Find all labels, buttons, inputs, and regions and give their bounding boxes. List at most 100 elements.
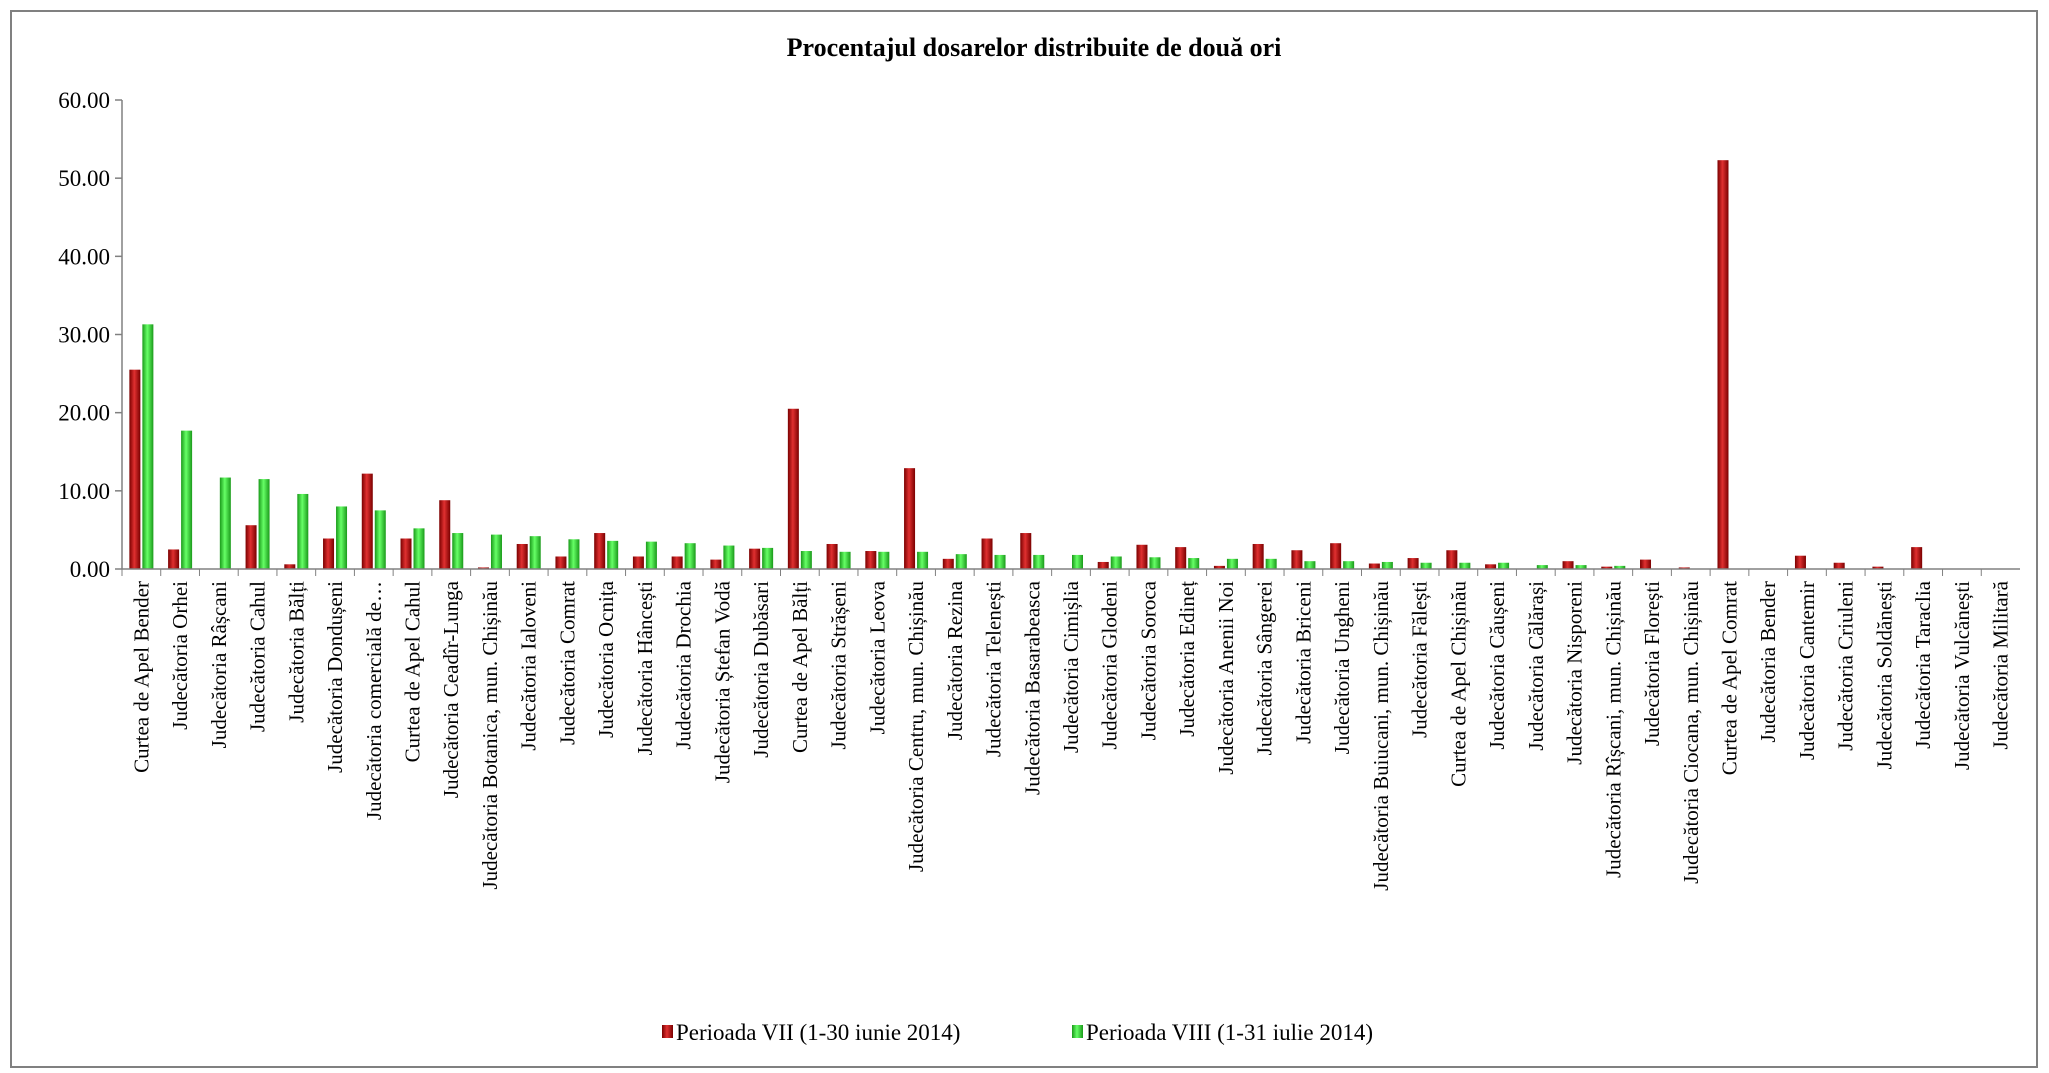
bar-viii — [181, 430, 193, 569]
bar-vii — [439, 500, 451, 569]
bar-vii — [1485, 564, 1497, 569]
x-category-label: Judecătoria Criuleni — [1834, 581, 1858, 751]
bar-viii — [413, 528, 425, 569]
bar-viii — [490, 534, 502, 569]
x-category-label: Judecătoria Călărași — [1524, 581, 1548, 751]
legend-label-viii: Perioada VIII (1-31 iulie 2014) — [1086, 1020, 1373, 1045]
x-category-label: Judecătoria Botanica, mun. Chișinău — [478, 581, 502, 890]
bar-vii — [1213, 565, 1225, 569]
bar-vii — [865, 551, 877, 569]
x-category-label: Judecătoria Centru, mun. Chișinău — [904, 581, 928, 873]
bar-viii — [1459, 562, 1471, 569]
bar-vii — [1252, 543, 1264, 569]
x-category-label: Judecătoria Dondușeni — [323, 581, 347, 773]
bar-vii — [555, 556, 567, 569]
bar-viii — [1536, 565, 1548, 569]
bar-vii — [284, 564, 296, 569]
bar-viii — [336, 506, 348, 569]
x-category-label: Judecătoria Edineț — [1175, 581, 1199, 737]
bar-vii — [400, 538, 412, 569]
x-category-label: Judecătoria Ialoveni — [517, 581, 541, 751]
bar-vii — [477, 567, 489, 569]
bar-vii — [671, 556, 683, 569]
bar-viii — [452, 533, 464, 569]
x-category-label: Judecătoria Militară — [1989, 580, 2013, 749]
x-category-label: Judecătoria Cimișlia — [1059, 580, 1083, 753]
bar-viii — [1226, 558, 1238, 569]
bar-vii — [129, 369, 141, 569]
x-category-label: Judecătoria Basarabeasca — [1020, 580, 1044, 795]
bar-viii — [219, 477, 231, 569]
x-category-label: Curtea de Apel Cahul — [401, 581, 425, 763]
bar-viii — [568, 539, 580, 569]
bar-viii — [994, 554, 1006, 569]
x-category-label: Judecătoria Comrat — [555, 581, 579, 745]
bar-vii — [826, 543, 838, 569]
bar-viii — [684, 543, 696, 569]
bar-vii — [1020, 533, 1032, 569]
y-axis: 0.00 10.00 20.00 30.00 40.00 50.00 60.00 — [58, 88, 123, 582]
x-category-label: Judecătoria Râșcani — [207, 581, 231, 749]
bar-vii — [1562, 561, 1574, 569]
bar-vii — [1872, 566, 1884, 569]
bar-vii — [1330, 543, 1342, 569]
bar-viii — [839, 551, 851, 569]
x-category-label: Judecătoria Glodeni — [1098, 581, 1122, 750]
x-category-label: Judecătoria Telenești — [982, 581, 1006, 757]
bar-vii — [1794, 555, 1806, 569]
bar-vii — [942, 558, 954, 569]
bar-vii — [1640, 559, 1652, 569]
x-category-label: Judecătoria Ungheni — [1330, 581, 1354, 754]
bar-viii — [607, 540, 619, 569]
bar-viii — [1575, 565, 1587, 569]
x-category-label: Judecătoria Ciocana, mun. Chișinău — [1679, 581, 1703, 884]
bar-viii — [645, 541, 657, 569]
bar-viii — [1033, 554, 1045, 569]
bar-viii — [1343, 561, 1355, 569]
bar-viii — [1498, 562, 1510, 569]
bar-viii — [1420, 562, 1432, 569]
bar-vii — [710, 559, 722, 569]
y-tick-label: 20.00 — [58, 401, 110, 426]
bar-viii — [1381, 561, 1393, 569]
y-tick-label: 60.00 — [58, 88, 110, 113]
bar-viii — [800, 551, 812, 569]
bar-viii — [374, 510, 386, 569]
legend-label-vii: Perioada VII (1-30 iunie 2014) — [676, 1020, 960, 1045]
x-category-label: Judecătoria Orhei — [168, 581, 192, 730]
bar-viii — [723, 545, 735, 569]
bar-viii — [529, 536, 541, 569]
x-category-label: Judecătoria Dubăsari — [749, 581, 773, 758]
x-category-label: Judecătoria Bălți — [284, 581, 308, 723]
bar-vii — [1291, 550, 1303, 569]
bar-vii — [361, 473, 373, 569]
y-tick-label: 0.00 — [70, 557, 110, 582]
x-category-label: Curtea de Apel Bălți — [788, 581, 812, 753]
bar-viii — [762, 547, 774, 569]
x-category-label: Judecătoria Rîșcani, mun. Chișinău — [1601, 581, 1625, 878]
bar-vii — [1833, 562, 1845, 569]
x-category-label: Judecătoria Buiucani, mun. Chișinău — [1369, 581, 1393, 891]
bar-vii — [1678, 567, 1690, 569]
bar-viii — [258, 479, 270, 569]
x-category-label: Judecătoria Soroca — [1136, 580, 1160, 740]
bar-viii — [1149, 557, 1161, 569]
bar-vii — [1601, 566, 1613, 569]
x-category-label: Judecătoria Vulcănești — [1950, 581, 1974, 770]
bar-vii — [1136, 544, 1148, 569]
y-tick-label: 50.00 — [58, 166, 110, 191]
bar-viii — [1614, 565, 1626, 569]
bar-viii — [917, 551, 929, 569]
bar-viii — [1304, 561, 1316, 569]
x-category-label: Judecătoria Florești — [1640, 581, 1664, 746]
bar-vii — [904, 468, 916, 569]
bar-vii — [1911, 547, 1923, 569]
bar-viii — [1265, 558, 1277, 569]
legend-swatch-viii — [1072, 1025, 1083, 1038]
x-category-label: Judecătoria Rezina — [943, 580, 967, 740]
bar-vii — [1407, 558, 1419, 569]
x-category-label: Judecătoria Taraclia — [1911, 580, 1935, 748]
bar-vii — [787, 408, 799, 569]
x-category-label: Judecătoria Ceadîr-Lunga — [439, 580, 463, 798]
